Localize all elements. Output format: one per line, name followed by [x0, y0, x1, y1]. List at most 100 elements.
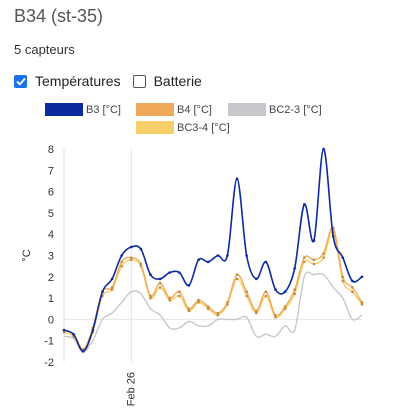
data-point — [226, 301, 229, 304]
data-point — [293, 288, 297, 291]
data-point — [81, 347, 85, 351]
data-point — [91, 328, 95, 332]
legend-label[interactable]: B4 [°C] — [177, 104, 212, 116]
toggle-temperatures[interactable]: Températures — [14, 73, 121, 89]
data-point — [360, 303, 364, 306]
data-point — [197, 298, 200, 302]
data-point — [254, 311, 258, 315]
data-point — [245, 290, 248, 294]
data-point — [149, 273, 152, 276]
data-point — [312, 262, 316, 266]
data-point — [110, 286, 114, 289]
data-point — [158, 281, 162, 285]
x-tick-label: Feb 26 — [125, 372, 137, 406]
y-axis-label: °C — [21, 249, 33, 261]
data-point — [81, 350, 85, 353]
data-point — [187, 284, 191, 287]
data-point — [322, 256, 325, 259]
data-point — [158, 277, 162, 281]
data-point — [139, 247, 143, 251]
y-tick-label: 2 — [48, 272, 54, 284]
y-tick-label: 7 — [48, 165, 54, 177]
data-point — [341, 279, 345, 283]
data-point — [216, 311, 220, 315]
data-point — [351, 286, 354, 289]
data-point — [360, 275, 364, 279]
toggle-battery[interactable]: Batterie — [132, 73, 202, 89]
y-tick-label: 0 — [48, 314, 54, 326]
data-point — [62, 330, 66, 334]
data-point — [206, 260, 210, 264]
data-point — [149, 296, 152, 300]
y-tick-label: 5 — [48, 208, 54, 220]
chart-legend: B3 [°C] B4 [°C] BC2-3 [°C] BC3-4 [°C] — [45, 103, 322, 134]
data-point — [303, 260, 306, 264]
y-tick-label: 8 — [48, 144, 54, 156]
data-point — [254, 277, 258, 281]
y-tick-label: 4 — [48, 229, 54, 241]
data-point — [264, 294, 268, 298]
data-point — [312, 258, 316, 262]
data-point — [341, 275, 345, 279]
data-point — [303, 203, 306, 206]
data-point — [110, 277, 114, 281]
data-point — [283, 290, 287, 294]
data-point — [351, 290, 354, 294]
legend-swatch[interactable] — [45, 103, 83, 116]
check-icon — [15, 77, 26, 86]
data-point — [187, 309, 191, 313]
data-point — [197, 301, 200, 304]
chart-series — [62, 147, 364, 353]
data-point — [351, 279, 354, 283]
data-point — [235, 177, 239, 181]
data-point — [322, 147, 325, 151]
data-point — [120, 264, 123, 268]
data-point — [274, 313, 277, 317]
data-point — [360, 301, 364, 304]
data-point — [235, 277, 239, 281]
series-line-1 — [63, 226, 363, 350]
series-toggles: Températures Batterie — [14, 72, 214, 90]
chart-grid — [63, 149, 362, 362]
data-point — [206, 305, 210, 308]
page-title: B34 (st-35) — [14, 6, 104, 26]
data-point — [120, 254, 123, 257]
data-point — [331, 235, 335, 238]
legend-label[interactable]: BC2-3 [°C] — [269, 104, 322, 116]
data-point — [274, 288, 277, 291]
data-point — [322, 252, 325, 255]
temperatures-checkbox[interactable] — [14, 74, 27, 88]
battery-checkbox[interactable] — [132, 74, 146, 88]
data-point — [178, 290, 181, 294]
data-point — [178, 294, 181, 298]
legend-swatch[interactable] — [136, 121, 174, 134]
y-tick-label: 6 — [48, 187, 54, 199]
data-point — [168, 296, 172, 300]
legend-label[interactable]: BC3-4 [°C] — [177, 122, 230, 134]
legend-swatch[interactable] — [136, 103, 174, 116]
data-point — [206, 307, 210, 311]
data-point — [216, 254, 220, 257]
temperatures-label: Températures — [35, 73, 121, 89]
series-line-0 — [63, 148, 363, 353]
data-point — [245, 254, 248, 257]
legend-label[interactable]: B3 [°C] — [86, 104, 121, 116]
data-point — [293, 292, 297, 296]
data-point — [178, 271, 181, 274]
data-point — [235, 273, 239, 276]
data-point — [197, 258, 200, 262]
data-point — [312, 239, 316, 242]
y-tick-label: 1 — [48, 293, 54, 305]
data-point — [274, 315, 277, 319]
data-point — [149, 294, 152, 298]
legend-swatch[interactable] — [228, 103, 266, 116]
data-point — [216, 313, 220, 317]
data-point — [129, 256, 133, 259]
data-point — [187, 307, 191, 311]
data-point — [168, 271, 172, 274]
data-point — [303, 256, 306, 259]
data-point — [168, 298, 172, 302]
battery-label: Batterie — [153, 73, 202, 89]
data-point — [264, 260, 268, 264]
